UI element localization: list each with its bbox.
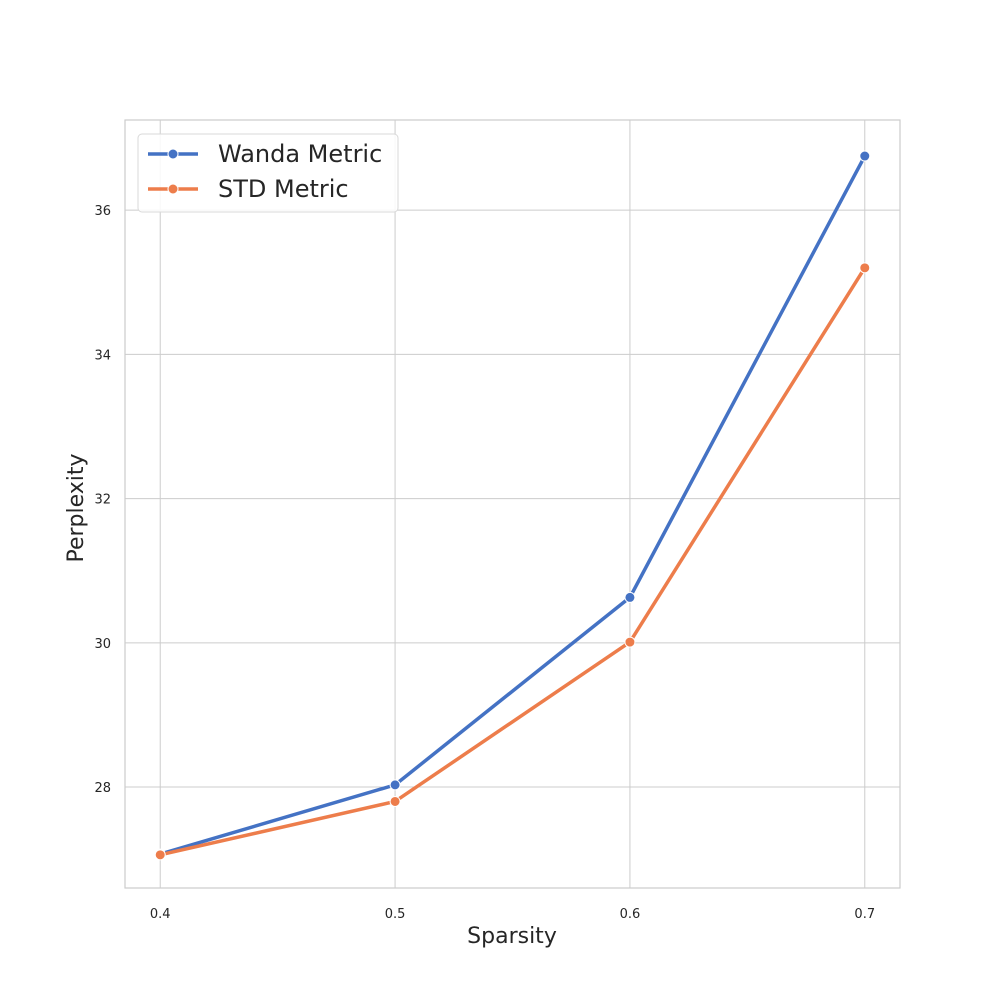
data-point-std-metric xyxy=(859,262,871,274)
y-tick-label: 32 xyxy=(94,493,111,508)
data-point-std-metric xyxy=(624,636,636,648)
data-point-wanda-metric xyxy=(624,591,636,603)
y-tick-label: 28 xyxy=(94,781,111,796)
legend-label-wanda: Wanda Metric xyxy=(218,140,382,168)
plot-frame xyxy=(124,119,901,889)
x-axis-title: Sparsity xyxy=(467,924,557,949)
legend-box xyxy=(137,133,399,213)
grid-lines xyxy=(125,120,900,888)
y-tick-label: 34 xyxy=(94,348,111,363)
data-point-std-metric xyxy=(389,795,401,807)
legend: Wanda Metric STD Metric xyxy=(137,133,399,213)
axis-ticks: 0.4 0.5 0.6 0.7 28 30 32 34 36 xyxy=(94,204,875,922)
x-tick-label: 0.5 xyxy=(385,907,406,922)
legend-label-std: STD Metric xyxy=(218,175,349,203)
legend-marker-std xyxy=(167,183,179,195)
data-point-wanda-metric xyxy=(859,150,871,162)
y-tick-label: 30 xyxy=(94,637,111,652)
plot-background xyxy=(125,120,900,888)
y-axis-title: Perplexity xyxy=(64,453,89,562)
x-tick-label: 0.7 xyxy=(854,907,875,922)
data-point-std-metric xyxy=(154,849,166,861)
series-line-std-metric xyxy=(158,266,867,857)
x-tick-label: 0.4 xyxy=(150,907,171,922)
legend-marker-wanda xyxy=(167,148,179,160)
series-line-wanda-metric xyxy=(158,154,867,856)
x-tick-label: 0.6 xyxy=(620,907,641,922)
series-lines xyxy=(154,150,871,861)
data-point-wanda-metric xyxy=(389,779,401,791)
y-tick-label: 36 xyxy=(94,204,111,219)
